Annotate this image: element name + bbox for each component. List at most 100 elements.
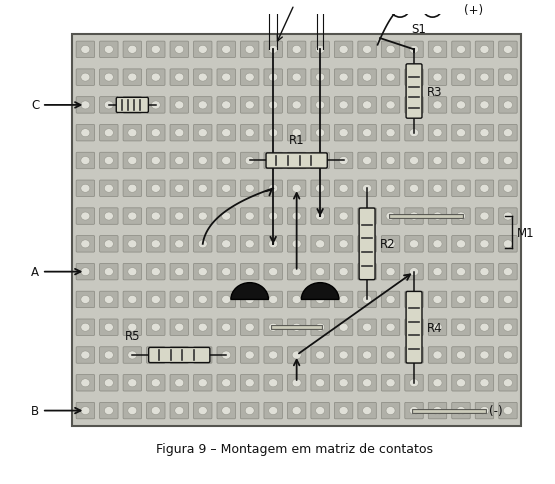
FancyBboxPatch shape [123,347,142,363]
FancyBboxPatch shape [217,153,235,169]
FancyBboxPatch shape [475,181,494,197]
FancyBboxPatch shape [99,291,118,308]
Circle shape [81,351,90,359]
Circle shape [456,241,466,248]
Circle shape [245,46,254,54]
FancyBboxPatch shape [428,264,447,280]
FancyBboxPatch shape [123,97,142,114]
Circle shape [316,185,325,193]
FancyBboxPatch shape [311,236,329,253]
Circle shape [269,379,278,387]
FancyBboxPatch shape [499,375,517,391]
Circle shape [410,157,418,165]
FancyBboxPatch shape [334,264,353,280]
Circle shape [503,46,512,54]
FancyBboxPatch shape [359,209,375,280]
Circle shape [316,268,325,276]
FancyBboxPatch shape [217,347,235,363]
Circle shape [480,241,489,248]
Circle shape [104,212,113,221]
Circle shape [433,268,442,276]
FancyBboxPatch shape [287,375,306,391]
FancyBboxPatch shape [123,375,142,391]
Circle shape [503,102,512,110]
FancyBboxPatch shape [217,125,235,142]
Circle shape [292,212,301,221]
Text: S1: S1 [411,23,426,36]
Wedge shape [231,283,269,300]
Circle shape [503,323,512,332]
FancyBboxPatch shape [311,125,329,142]
FancyBboxPatch shape [405,42,423,59]
FancyBboxPatch shape [287,153,306,169]
FancyBboxPatch shape [334,181,353,197]
Circle shape [128,74,137,82]
FancyBboxPatch shape [99,319,118,336]
Circle shape [198,379,207,387]
Circle shape [503,268,512,276]
FancyBboxPatch shape [170,70,189,86]
Circle shape [81,268,90,276]
FancyBboxPatch shape [358,125,376,142]
Circle shape [316,46,325,54]
FancyBboxPatch shape [428,403,447,419]
FancyBboxPatch shape [287,403,306,419]
Circle shape [433,296,442,304]
Circle shape [198,351,207,359]
Circle shape [81,323,90,332]
Circle shape [104,241,113,248]
Circle shape [292,185,301,193]
Circle shape [81,74,90,82]
Circle shape [423,2,441,18]
FancyBboxPatch shape [264,347,282,363]
Circle shape [81,46,90,54]
Circle shape [292,379,301,387]
Circle shape [81,102,90,110]
FancyBboxPatch shape [264,375,282,391]
FancyBboxPatch shape [147,153,165,169]
FancyBboxPatch shape [287,347,306,363]
Circle shape [245,407,254,415]
FancyBboxPatch shape [406,292,422,363]
FancyBboxPatch shape [475,319,494,336]
Circle shape [480,351,489,359]
Circle shape [104,323,113,332]
FancyBboxPatch shape [475,42,494,59]
FancyBboxPatch shape [499,347,517,363]
Circle shape [292,102,301,110]
Text: R5: R5 [125,330,141,343]
FancyBboxPatch shape [405,125,423,142]
Circle shape [128,46,137,54]
Circle shape [245,212,254,221]
Circle shape [104,129,113,137]
FancyBboxPatch shape [76,70,94,86]
FancyBboxPatch shape [311,209,329,225]
FancyBboxPatch shape [287,236,306,253]
Circle shape [339,212,348,221]
FancyBboxPatch shape [334,70,353,86]
Circle shape [292,74,301,82]
Circle shape [104,185,113,193]
FancyBboxPatch shape [99,70,118,86]
Circle shape [128,407,137,415]
FancyBboxPatch shape [170,42,189,59]
Circle shape [175,407,184,415]
Circle shape [152,407,160,415]
Circle shape [362,351,372,359]
FancyBboxPatch shape [405,264,423,280]
FancyBboxPatch shape [334,209,353,225]
FancyBboxPatch shape [99,209,118,225]
FancyBboxPatch shape [381,97,400,114]
FancyBboxPatch shape [240,264,259,280]
Text: R1: R1 [289,134,305,147]
Circle shape [339,102,348,110]
Circle shape [152,241,160,248]
Circle shape [245,157,254,165]
Circle shape [456,212,466,221]
FancyBboxPatch shape [99,403,118,419]
Circle shape [152,46,160,54]
Circle shape [245,323,254,332]
FancyBboxPatch shape [358,209,376,225]
FancyBboxPatch shape [452,291,470,308]
Circle shape [269,129,278,137]
